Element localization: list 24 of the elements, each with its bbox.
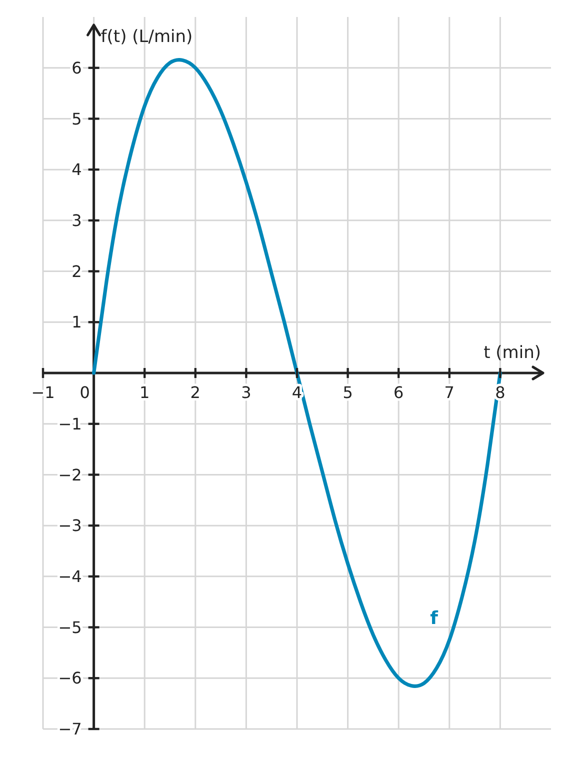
- y-tick-label: −4: [58, 567, 82, 586]
- y-tick-label: 4: [72, 160, 82, 180]
- y-axis-title: f(t) (L/min): [100, 27, 193, 47]
- x-tick-label: 0: [80, 383, 90, 402]
- y-tick-label: −6: [58, 668, 82, 688]
- x-tick-label: −1: [31, 383, 55, 402]
- series-label: f: [430, 608, 438, 630]
- y-tick-label: 2: [72, 262, 82, 281]
- y-tick-label: −5: [58, 618, 82, 637]
- y-tick-label: −1: [58, 414, 82, 434]
- x-tick-label: 7: [444, 383, 454, 402]
- y-tick-label: 1: [72, 312, 82, 332]
- y-tick-label: 5: [72, 109, 82, 128]
- y-tick-label: −3: [58, 516, 82, 536]
- y-tick-label: −2: [58, 465, 82, 484]
- x-tick-label: 5: [342, 383, 353, 402]
- x-tick-label: 2: [190, 383, 200, 402]
- x-tick-label: 3: [241, 383, 252, 402]
- x-tick-label: 6: [394, 383, 404, 402]
- y-tick-label: −7: [58, 720, 82, 739]
- y-tick-label: 6: [72, 58, 82, 78]
- y-tick-label: 3: [72, 211, 82, 230]
- x-axis-title: t (min): [484, 343, 541, 363]
- x-tick-label: 1: [140, 383, 150, 402]
